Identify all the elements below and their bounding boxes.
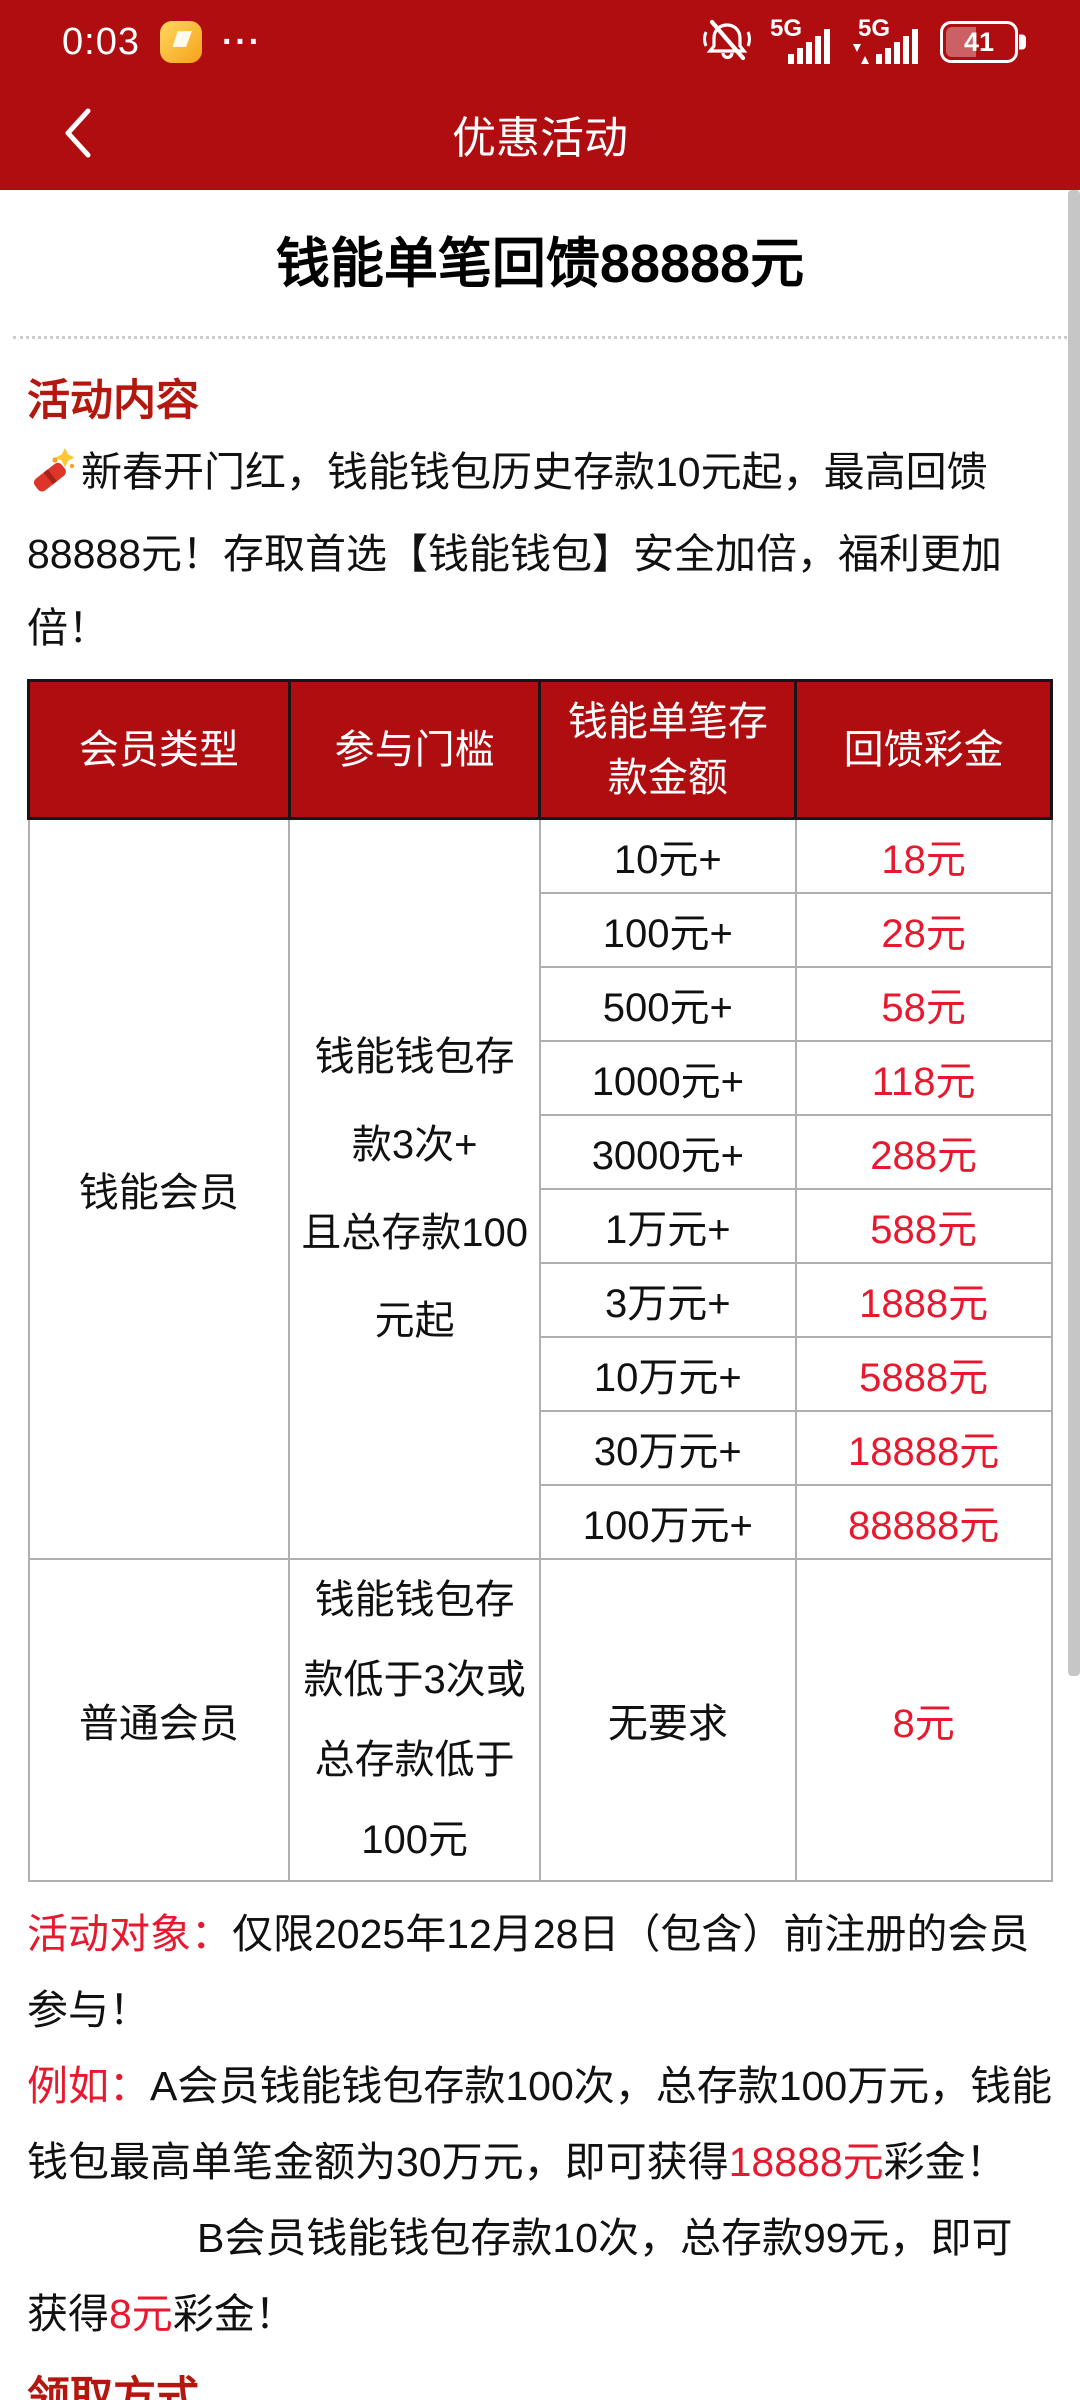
battery-icon: 41 <box>940 21 1026 63</box>
battery-percent: 41 <box>963 26 995 57</box>
bonus-cell: 588元 <box>794 1187 1053 1264</box>
bonus-cell: 18888元 <box>794 1409 1053 1486</box>
more-dots-icon: ··· <box>221 22 262 61</box>
deposit-cell: 10元+ <box>538 817 797 894</box>
deposit-cell: 10万元+ <box>538 1335 797 1412</box>
deposit-cell: 3万元+ <box>538 1261 797 1338</box>
floating-window-icon <box>159 21 202 63</box>
intro-text: 新春开门红，钱能钱包历史存款10元起，最高回馈88888元！存取首选【钱能钱包】… <box>27 449 1003 651</box>
example-b-suffix: 彩金！ <box>172 2290 296 2337</box>
header-threshold: 参与门槛 <box>287 679 542 820</box>
page-title: 钱能单笔回馈88888元 <box>275 234 805 294</box>
bonus-cell: 5888元 <box>794 1335 1053 1412</box>
promo-page-content: 钱能单笔回馈88888元 活动内容 新春开门红，钱能钱包历史存款10元起，最高回… <box>0 232 1080 2400</box>
activity-content-heading: 活动内容 <box>27 377 199 425</box>
bonus-cell: 58元 <box>794 965 1053 1042</box>
signal-5g-icon: 5G <box>770 15 834 69</box>
example-paragraph-a: 例如：A会员钱能钱包存款100次，总存款100万元，钱能钱包最高单笔金额为30万… <box>27 2048 1053 2200</box>
intro-paragraph: 新春开门红，钱能钱包历史存款10元起，最高回馈88888元！存取首选【钱能钱包】… <box>27 435 1053 665</box>
threshold-cell: 钱能钱包存款3次+ 且总存款100元起 <box>288 817 541 1560</box>
deposit-cell: 3000元+ <box>538 1113 797 1190</box>
battery-cap <box>1019 34 1026 50</box>
target-label: 活动对象： <box>27 1910 232 1957</box>
table-row: 1万元+ 588元 <box>29 1187 1053 1264</box>
example-a-suffix: 彩金！ <box>883 2138 1007 2185</box>
example-b-highlight: 8元 <box>109 2290 173 2337</box>
bonus-cell: 288元 <box>794 1113 1053 1190</box>
deposit-cell: 100万元+ <box>538 1483 797 1560</box>
nav-bar: 优惠活动 <box>0 78 1080 190</box>
nav-title: 优惠活动 <box>452 114 628 163</box>
notes-section: 活动对象：仅限2025年12月28日（包含）前注册的会员参与！ 例如：A会员钱能… <box>27 1896 1053 2352</box>
example-b-text: B会员钱能钱包存款10次，总存款99元，即可获得 <box>27 2214 1013 2337</box>
mute-bell-icon <box>702 16 752 69</box>
bonus-cell: 18元 <box>794 817 1053 894</box>
table-header-row: 会员类型 参与门槛 钱能单笔存款金额 回馈彩金 <box>27 679 1053 820</box>
example-paragraph-b: B会员钱能钱包存款10次，总存款99元，即可获得8元彩金！ <box>27 2200 1053 2352</box>
table-row: 100元+ 28元 <box>29 891 1053 968</box>
table-row: 1000元+ 118元 <box>29 1039 1053 1116</box>
firecracker-icon <box>27 443 77 517</box>
member-type-cell: 普通会员 <box>27 1557 291 1882</box>
deposit-cell: 1000元+ <box>538 1039 797 1116</box>
member-type-cell: 钱能会员 <box>27 817 291 1560</box>
deposit-cell: 无要求 <box>538 1557 797 1882</box>
table-row-normal-member: 普通会员 钱能钱包存款低于3次或总存款低于100元 无要求 8元 <box>27 1557 1053 1882</box>
threshold-cell: 钱能钱包存款低于3次或总存款低于100元 <box>288 1557 541 1882</box>
bonus-cell: 118元 <box>794 1039 1053 1116</box>
table-row: 3万元+ 1888元 <box>29 1261 1053 1338</box>
table-row: 500元+ 58元 <box>29 965 1053 1042</box>
deposit-cell: 30万元+ <box>538 1409 797 1486</box>
battery-fill <box>946 27 976 57</box>
table-row: 100万元+ 88888元 <box>29 1483 1053 1560</box>
svg-text:5G: 5G <box>858 16 890 42</box>
example-label: 例如： <box>27 2062 150 2109</box>
header-member-type: 会员类型 <box>27 679 291 820</box>
table-row: 10万元+ 5888元 <box>29 1335 1053 1412</box>
example-a-text: A会员钱能钱包存款100次，总存款100万元，钱能钱包最高单笔金额为30万元，即… <box>27 2062 1053 2185</box>
table-row: 30万元+ 18888元 <box>29 1409 1053 1486</box>
svg-text:5G: 5G <box>770 16 802 42</box>
back-button[interactable] <box>42 99 112 169</box>
target-text: 仅限2025年12月28日（包含）前注册的会员参与！ <box>27 1910 1030 2033</box>
table-row: 3000元+ 288元 <box>29 1113 1053 1190</box>
signal-5g-secondary-icon: 5G <box>852 15 922 69</box>
deposit-cell: 500元+ <box>538 965 797 1042</box>
bonus-cell: 28元 <box>794 891 1053 968</box>
bonus-cell: 1888元 <box>794 1261 1053 1338</box>
claim-method-heading: 领取方式 <box>27 2373 199 2400</box>
header-deposit: 钱能单笔存款金额 <box>538 679 798 820</box>
table-row: 钱能会员 钱能钱包存款3次+ 且总存款100元起 10元+ 18元 <box>27 817 1053 1560</box>
dotted-divider <box>13 336 1067 339</box>
chevron-left-icon <box>62 107 92 162</box>
bonus-cell: 8元 <box>794 1557 1053 1882</box>
header-bonus: 回馈彩金 <box>794 679 1053 820</box>
promo-table: 会员类型 参与门槛 钱能单笔存款金额 回馈彩金 钱能会员 钱能钱包存款3次+ 且… <box>27 679 1053 1882</box>
example-a-highlight: 18888元 <box>728 2138 884 2185</box>
deposit-cell: 100元+ <box>538 891 797 968</box>
scrollbar-thumb[interactable] <box>1068 190 1080 1676</box>
deposit-cell: 1万元+ <box>538 1187 797 1264</box>
clock-label: 0:03 <box>62 20 140 63</box>
bonus-cell: 88888元 <box>794 1483 1053 1560</box>
status-bar: 0:03 ··· 5G 5G <box>0 0 1080 78</box>
target-paragraph: 活动对象：仅限2025年12月28日（包含）前注册的会员参与！ <box>27 1896 1053 2048</box>
